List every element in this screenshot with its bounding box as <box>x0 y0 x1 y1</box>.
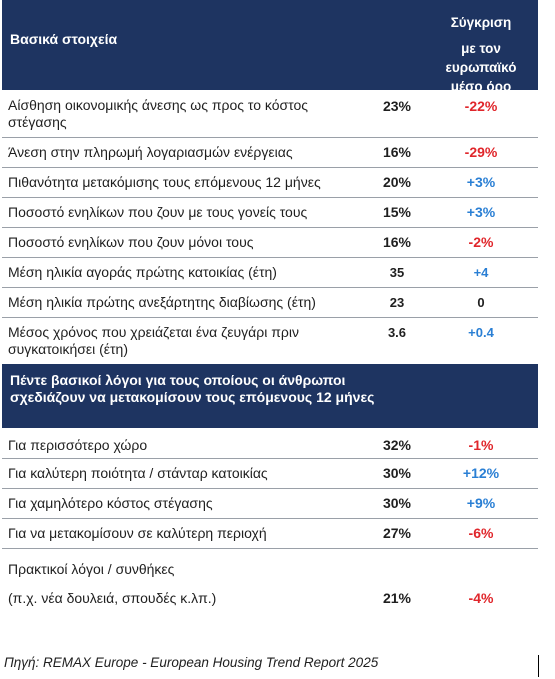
row-value: 21% <box>382 590 412 606</box>
table-row: Πιθανότητα μετακόμισης τους επόμενους 12… <box>2 168 538 198</box>
housing-stats-table: Βασικά στοιχεία Σύγκριση με τον ευρωπαϊκ… <box>2 0 538 623</box>
source-note: Πηγή: REMAX Europe - European Housing Tr… <box>4 655 379 670</box>
row-value: 30% <box>382 465 412 481</box>
row-comparison: -2% <box>468 234 494 250</box>
row-comparison: -29% <box>464 144 498 160</box>
row-value: 30% <box>382 495 412 511</box>
row-value: 16% <box>382 144 412 160</box>
row-label: Άνεση στην πληρωμή λογαριασμών ενέργειας <box>8 144 293 160</box>
row-label: Μέσος χρόνος που χρειάζεται ένα ζευγάρι … <box>8 324 299 357</box>
row-label-line2: (π.χ. νέα δουλειά, σπουδές κ.λπ.) <box>8 590 217 606</box>
row-value: 20% <box>382 174 412 190</box>
row-value: 35 <box>389 265 405 280</box>
table-row: Για να μετακομίσουν σε καλύτερη περιοχή … <box>2 519 538 549</box>
row-label: Μέση ηλικία αγοράς πρώτης κατοικίας (έτη… <box>8 264 277 280</box>
table-row: Ποσοστό ενηλίκων που ζουν με τους γονείς… <box>2 198 538 228</box>
table-row: Μέση ηλικία πρώτης ανεξάρτητης διαβίωσης… <box>2 288 538 318</box>
row-comparison: +3% <box>466 204 496 220</box>
row-label: Αίσθηση οικονομικής άνεσης ως προς το κό… <box>8 97 309 130</box>
text-cursor <box>538 655 539 677</box>
row-label: Για να μετακομίσουν σε καλύτερη περιοχή <box>8 525 267 541</box>
row-comparison: 0 <box>477 295 485 310</box>
row-value: 27% <box>382 525 412 541</box>
row-comparison: -22% <box>464 98 498 114</box>
moving-reasons-header: Πέντε βασικοί λόγοι για τους οποίους οι … <box>2 364 538 428</box>
table-row: Για περισσότερο χώρο 32% -1% <box>2 428 538 459</box>
table-row: Μέσος χρόνος που χρειάζεται ένα ζευγάρι … <box>2 318 538 364</box>
table-row: Για χαμηλότερο κόστος στέγασης 30% +9% <box>2 489 538 519</box>
row-value: 16% <box>382 234 412 250</box>
row-comparison: +12% <box>462 465 500 481</box>
comparison-header-line: μέσο όρο <box>450 79 512 94</box>
row-label: Ποσοστό ενηλίκων που ζουν με τους γονείς… <box>8 204 308 220</box>
comparison-header-line: Σύγκριση <box>450 15 512 30</box>
row-value: 23 <box>389 295 405 310</box>
comparison-header-line: με τον <box>461 41 501 56</box>
row-label: Για περισσότερο χώρο <box>8 437 148 453</box>
row-value: 3.6 <box>387 325 407 340</box>
basic-data-title: Βασικά στοιχεία <box>10 31 118 47</box>
table-row: Άνεση στην πληρωμή λογαριασμών ενέργειας… <box>2 138 538 168</box>
table-row: Πρακτικοί λόγοι / συνθήκες (π.χ. νέα δου… <box>2 549 538 623</box>
row-comparison: +3% <box>466 174 496 190</box>
table-row: Μέση ηλικία αγοράς πρώτης κατοικίας (έτη… <box>2 258 538 288</box>
row-value: 32% <box>382 437 412 453</box>
table-row: Ποσοστό ενηλίκων που ζουν μόνοι τους 16%… <box>2 228 538 258</box>
row-label: Για χαμηλότερο κόστος στέγασης <box>8 495 213 511</box>
row-label: Μέση ηλικία πρώτης ανεξάρτητης διαβίωσης… <box>8 294 316 310</box>
row-value: 15% <box>382 204 412 220</box>
basic-data-header: Βασικά στοιχεία Σύγκριση με τον ευρωπαϊκ… <box>2 0 538 94</box>
row-label: Για καλύτερη ποιότητα / στάνταρ κατοικία… <box>8 465 268 481</box>
row-comparison: -6% <box>468 525 494 541</box>
table-row: Για καλύτερη ποιότητα / στάνταρ κατοικία… <box>2 459 538 489</box>
comparison-header-line: ευρωπαϊκό <box>445 60 517 75</box>
row-comparison: +9% <box>466 495 496 511</box>
row-comparison: +4 <box>473 265 489 280</box>
row-comparison: -1% <box>468 437 494 453</box>
row-label: Πιθανότητα μετακόμισης τους επόμενους 12… <box>8 174 321 190</box>
row-comparison: -4% <box>468 590 494 606</box>
row-label: Ποσοστό ενηλίκων που ζουν μόνοι τους <box>8 234 254 250</box>
row-comparison: +0.4 <box>468 325 494 340</box>
table-row: Αίσθηση οικονομικής άνεσης ως προς το κό… <box>2 90 538 138</box>
moving-reasons-title: Πέντε βασικοί λόγοι για τους οποίους οι … <box>10 372 375 405</box>
row-value: 23% <box>382 98 412 114</box>
row-label-line1: Πρακτικοί λόγοι / συνθήκες <box>8 561 175 577</box>
comparison-column-header: Σύγκριση με τον ευρωπαϊκό μέσο όρο <box>424 13 538 96</box>
